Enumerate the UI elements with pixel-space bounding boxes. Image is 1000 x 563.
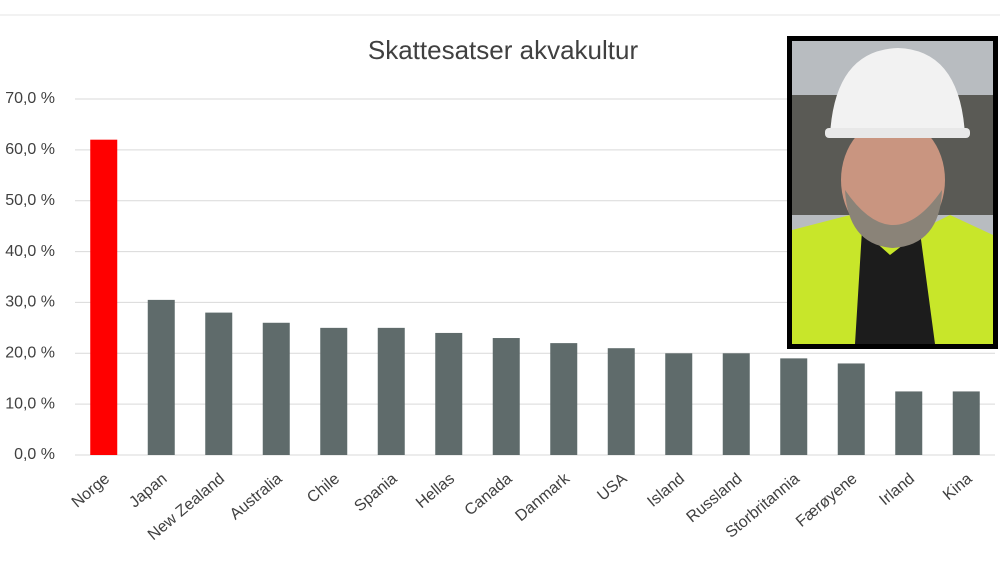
x-tick-label: Australia — [227, 470, 286, 523]
x-tick-label: Chile — [304, 470, 343, 507]
bar — [435, 332, 463, 455]
y-tick-label: 10,0 % — [5, 395, 55, 412]
bar — [262, 322, 290, 455]
bar — [722, 353, 750, 455]
y-tick-label: 50,0 % — [5, 192, 55, 209]
photo-helmet-brim — [825, 128, 970, 138]
bar — [837, 363, 865, 455]
y-tick-label: 40,0 % — [5, 243, 55, 260]
x-tick-label: Japan — [126, 470, 170, 511]
x-tick-label: Norge — [69, 470, 113, 511]
bar — [550, 343, 578, 455]
photo-helmet — [830, 48, 965, 135]
x-tick-label: Spania — [351, 470, 400, 515]
bar — [320, 327, 348, 455]
chart-title: Skattesatser akvakultur — [368, 35, 639, 65]
photo — [787, 36, 998, 349]
x-tick-label: Hellas — [413, 470, 458, 512]
bar — [607, 348, 635, 455]
x-tick-label: Kina — [940, 470, 976, 504]
bar — [665, 353, 693, 455]
grid: 0,0 % 10,0 % 20,0 % 30,0 % 40,0 % 50,0 % 60,0 … — [5, 90, 995, 463]
x-tick-label: Færøyene — [793, 470, 861, 531]
photo-beard — [845, 190, 942, 248]
x-tick-label: Danmark — [512, 470, 573, 525]
photo-face — [841, 118, 945, 242]
bar — [780, 358, 808, 455]
bar — [205, 312, 233, 455]
y-tick-label: 20,0 % — [5, 345, 55, 362]
x-tick-label: USA — [594, 470, 630, 504]
y-tick-label: 30,0 % — [5, 294, 55, 311]
bar — [492, 338, 520, 455]
bar — [377, 327, 405, 455]
x-tick-label: Irland — [876, 470, 918, 509]
y-tick-label: 70,0 % — [5, 90, 55, 107]
x-tick-label: Island — [644, 470, 688, 510]
photo-jacket — [855, 230, 935, 344]
y-tick-label: 0,0 % — [14, 446, 55, 463]
bar — [895, 391, 923, 455]
bar — [90, 139, 118, 455]
bar — [952, 391, 980, 455]
bar — [147, 299, 175, 455]
x-tick-label: Canada — [462, 470, 516, 519]
y-tick-label: 60,0 % — [5, 141, 55, 158]
